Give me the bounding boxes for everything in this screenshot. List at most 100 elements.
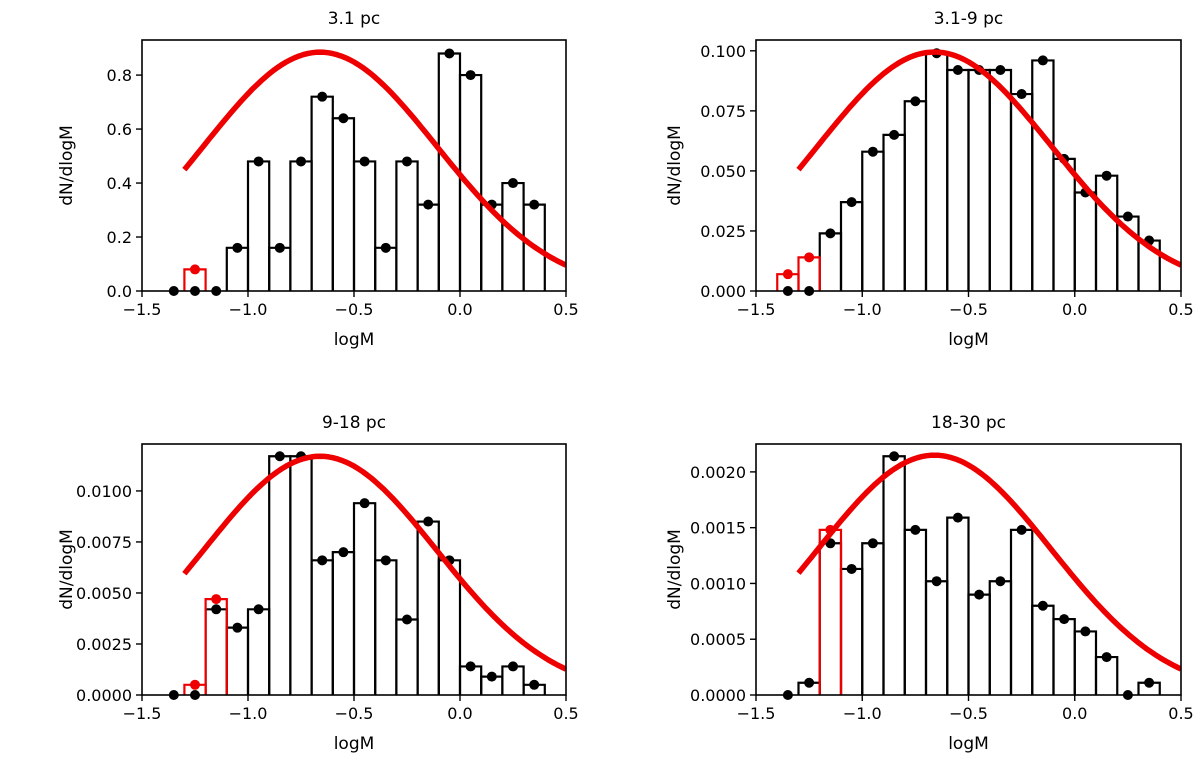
histogram-bar [352, 502, 377, 695]
y-tick-label: 0.0010 [690, 574, 746, 593]
panel-title: 9-18 pc [322, 413, 386, 433]
histogram-bar [289, 160, 313, 291]
x-axis-label: logM [334, 330, 375, 350]
x-tick-label: 0.0 [1062, 300, 1087, 319]
data-point [211, 604, 222, 615]
red-histogram-bar [818, 528, 843, 695]
y-tick-label: 0.025 [700, 222, 746, 241]
x-tick-label: −1.5 [123, 300, 162, 319]
x-axis-label: logM [948, 330, 989, 350]
data-point [232, 622, 243, 633]
histogram-bar [1009, 92, 1034, 291]
x-tick-label: −1.0 [229, 300, 268, 319]
histogram-bar [839, 567, 864, 695]
fit-curve-line [182, 49, 566, 268]
data-point [359, 156, 370, 167]
y-tick-label: 0.0005 [690, 630, 746, 649]
y-axis-label: dN/dlogM [665, 125, 685, 206]
x-tick-label: 0.5 [553, 704, 578, 723]
data-point [1037, 55, 1048, 66]
y-tick-label: 0.0015 [690, 519, 746, 538]
y-tick-label: 0.000 [700, 282, 746, 301]
panel-title: 3.1-9 pc [934, 9, 1004, 29]
x-tick-label: −1.0 [229, 704, 268, 723]
x-tick-label: 0.5 [1168, 704, 1193, 723]
data-point [1144, 677, 1155, 688]
histogram-bar [310, 95, 334, 291]
histogram-bar [818, 232, 843, 291]
data-point [486, 671, 497, 682]
data-point [1122, 211, 1133, 222]
histogram-bar [988, 580, 1013, 695]
histogram-bar [395, 618, 419, 695]
histogram-bar [1031, 604, 1055, 695]
data-point [931, 576, 942, 587]
data-point [1101, 652, 1112, 663]
data-point [465, 661, 476, 672]
x-tick-label: 0.0 [1062, 704, 1087, 723]
data-point [317, 555, 328, 566]
data-point [402, 156, 412, 167]
y-tick-label: 0.0075 [76, 533, 132, 552]
data-point [338, 547, 349, 558]
histogram-bar [352, 160, 377, 291]
x-tick-label: −1.5 [737, 704, 776, 723]
y-axis-label: dN/dlogM [665, 529, 685, 610]
histogram-bar [374, 246, 398, 291]
histogram-bar [861, 542, 885, 695]
data-point [846, 197, 857, 208]
y-tick-label: 0.0100 [76, 482, 132, 501]
red-data-point [782, 269, 793, 280]
histogram-bar [268, 455, 292, 695]
x-tick-label: −1.5 [123, 704, 162, 723]
histogram-bar [882, 133, 906, 291]
y-tick-label: 0.100 [700, 42, 746, 61]
data-point [974, 589, 985, 600]
data-point [508, 661, 518, 672]
x-axis-label: logM [334, 734, 375, 754]
data-point [338, 113, 349, 124]
histogram-bar [1094, 655, 1119, 695]
red-data-point [804, 252, 815, 263]
data-point [380, 555, 391, 566]
data-point [529, 679, 540, 690]
histogram-bar [1094, 174, 1119, 291]
x-tick-label: 0.0 [447, 704, 472, 723]
data-point [867, 538, 878, 549]
histogram-bar [839, 201, 864, 291]
histogram-bar [1052, 157, 1076, 291]
histogram-bar [1031, 59, 1055, 291]
y-tick-label: 0.0 [107, 282, 132, 301]
histogram-bar [924, 52, 949, 291]
data-point [910, 96, 921, 107]
histogram-bar [416, 203, 440, 291]
red-data-point [190, 264, 200, 275]
y-tick-label: 0.0020 [690, 463, 746, 482]
red-data-point [190, 679, 200, 690]
data-point [274, 242, 285, 253]
data-point [465, 70, 476, 81]
data-point [1016, 524, 1027, 535]
histogram-bar [1073, 191, 1098, 291]
histogram-bar [946, 68, 970, 291]
x-tick-label: 0.5 [553, 300, 578, 319]
histogram-bar [331, 551, 356, 695]
fit-curve-line [796, 452, 1181, 672]
histogram-bar [331, 117, 356, 291]
histogram-bar [882, 455, 906, 695]
histogram-bar [924, 580, 949, 695]
data-point [1080, 626, 1091, 637]
histogram-bar [1009, 528, 1034, 695]
data-point [1016, 89, 1027, 100]
x-tick-label: −0.5 [949, 704, 988, 723]
chart-panel-1: −1.5 −1.0 −0.5 0.0 0.5 0.0 0.2 0.4 0.6 0.8 3.1 pc l… [57, 9, 579, 350]
x-tick-label: 0.5 [1168, 300, 1193, 319]
x-tick-label: −0.5 [949, 300, 988, 319]
y-tick-label: 0.2 [107, 228, 132, 247]
histogram-bar [903, 100, 928, 291]
red-histogram-bar [797, 256, 821, 291]
x-tick-label: −0.5 [335, 300, 374, 319]
y-axis-label: dN/dlogM [57, 529, 77, 610]
data-point [423, 199, 434, 210]
